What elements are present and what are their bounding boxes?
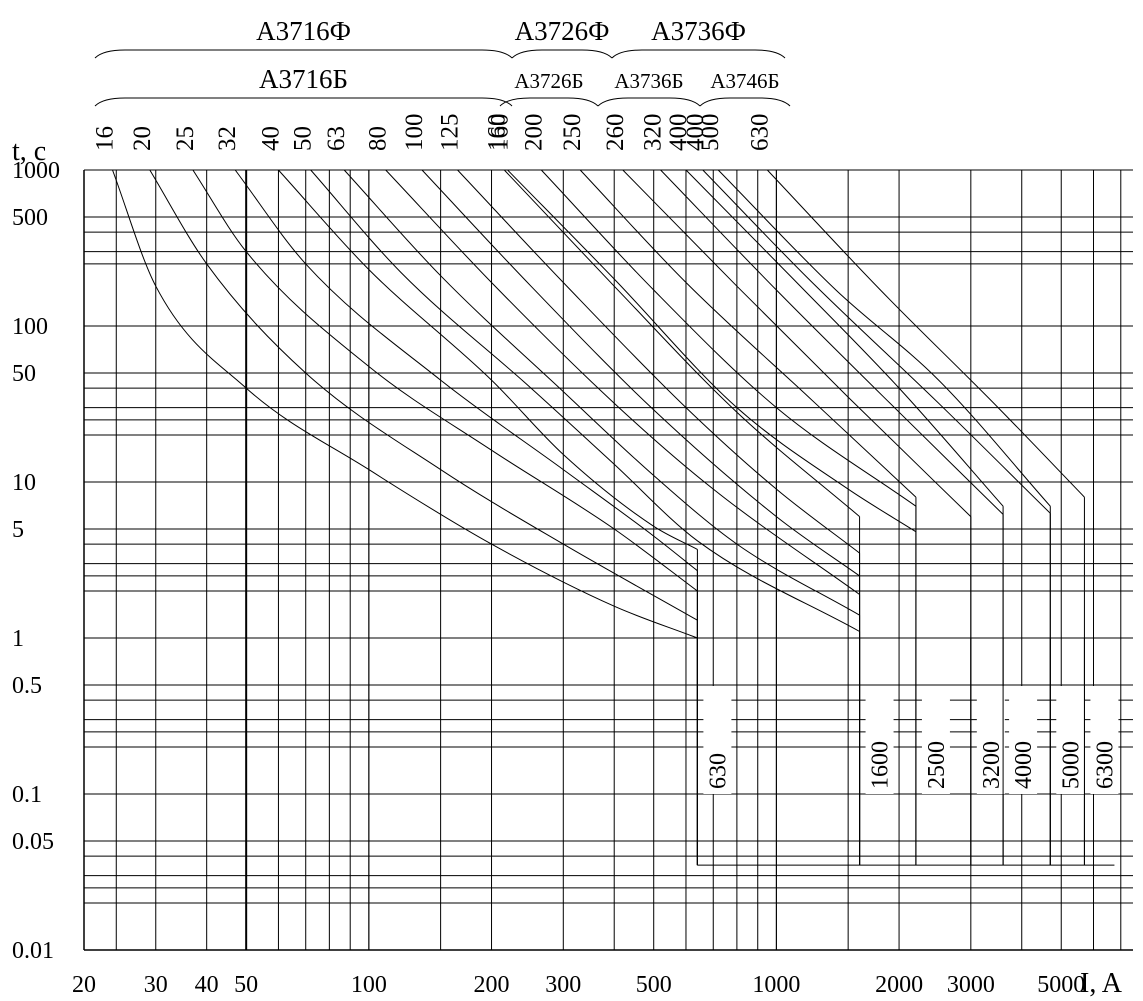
curve-500 [717,169,1051,507]
rating-label: 160 [487,114,514,152]
cutoff-label-bg [1056,686,1085,794]
plot-frame [83,170,1133,951]
rating-label: 16 [92,126,119,151]
curve-25 [192,169,698,592]
series-name: А3726Б [514,69,583,93]
series-name: А3716Ф [256,16,351,46]
curve-40 [278,169,698,550]
curve-63 [343,169,860,616]
cutoff-label-bg [976,686,1005,794]
rating-label: 20 [129,126,156,151]
y-tick-label: 0.5 [12,673,42,699]
curve-160 [507,169,917,533]
curve-400 [702,169,1051,514]
y-axis-label: t, c [12,136,46,167]
x-tick-label: 30 [144,972,168,998]
curve-630 [766,169,1085,498]
x-tick-label: 500 [636,972,672,998]
y-tick-label: 0.01 [12,938,54,964]
x-tick-label: 300 [545,972,581,998]
curve-320 [660,169,1004,515]
x-tick-label: 50 [234,972,258,998]
rating-label: 32 [214,126,241,151]
cutoff-label-bg [921,686,950,794]
x-tick-label: 5000 [1037,972,1085,998]
series-bracket [611,49,786,59]
series-name: А3716Б [259,64,348,94]
series-bracket [597,97,701,107]
rating-label: 400 [665,114,692,152]
curve-100 [421,169,860,577]
cutoff-label-bg [703,686,732,794]
cutoff-label-bg [1090,686,1119,794]
curve-200 [540,169,917,507]
x-tick-label: 2000 [875,972,923,998]
rating-label: 250 [559,114,586,152]
y-tick-label: 500 [12,205,48,231]
cutoff-label: 6300 [1092,741,1118,789]
series-bracket [511,49,613,59]
rating-label: 260 [602,114,629,152]
x-tick-label: 100 [351,972,387,998]
rating-label: 400 [682,114,709,152]
x-tick-label: 3000 [947,972,995,998]
curve-50 [310,169,860,632]
curve-400 [685,169,1004,507]
series-name: А3726Ф [515,16,610,46]
y-tick-label: 0.1 [12,782,42,808]
curve-16 [112,169,698,639]
rating-label: 125 [436,114,463,152]
cutoff-label-bg [865,686,894,794]
y-tick-label: 1000 [12,158,60,184]
curve-260 [622,169,972,517]
cutoff-label: 3200 [979,741,1005,789]
y-tick-label: 5 [12,517,24,543]
series-name: А3746Б [710,69,779,93]
curve-250 [579,169,917,498]
series-bracket [499,97,599,107]
rating-label: 100 [401,114,428,152]
y-tick-label: 100 [12,314,48,340]
y-tick-label: 1 [12,626,24,652]
curve-32 [234,169,698,572]
curve-125 [457,169,860,554]
series-bracket [94,49,513,59]
x-axis-label: I, A [1080,968,1123,999]
rating-label: 80 [365,126,392,151]
rating-label: 630 [746,114,773,152]
rating-label: 200 [520,114,547,152]
series-bracket [699,97,791,107]
cutoff-label: 1600 [868,741,894,789]
tick-labels: 1000 500 100 50 10 5 1 0.5 0.1 0.05 0.01 20 30 40 50 10… [12,158,1085,998]
series-name: А3736Б [614,69,683,93]
cutoff-label: 630 [705,753,731,789]
curve-80 [385,169,860,595]
y-tick-label: 0.05 [12,829,54,855]
rating-label: 160 [483,114,510,152]
series-bracket [94,97,513,107]
x-tick-label: 200 [474,972,510,998]
curve-160 [503,169,860,517]
rating-label: 50 [290,126,317,151]
x-tick-label: 40 [195,972,219,998]
rating-label: 63 [323,126,350,151]
rating-label: 500 [697,114,724,152]
x-tick-label: 1000 [752,972,800,998]
curve-20 [149,169,698,621]
series-name: А3736Ф [651,16,746,46]
y-tick-label: 50 [12,361,36,387]
x-tick-label: 20 [72,972,96,998]
cutoff-label: 2500 [924,741,950,789]
grid [84,169,1133,951]
cutoff-label: 4000 [1011,741,1037,789]
rating-label: 25 [172,126,199,151]
cutoff-label-bg [1009,686,1038,794]
y-tick-label: 10 [12,470,36,496]
rating-label: 320 [640,114,667,152]
cutoff-label: 5000 [1058,741,1084,789]
rating-label: 40 [257,126,284,151]
instantaneous-trip-lines: 630 1600 2500 3200 4000 5000 6300 [696,638,1119,866]
